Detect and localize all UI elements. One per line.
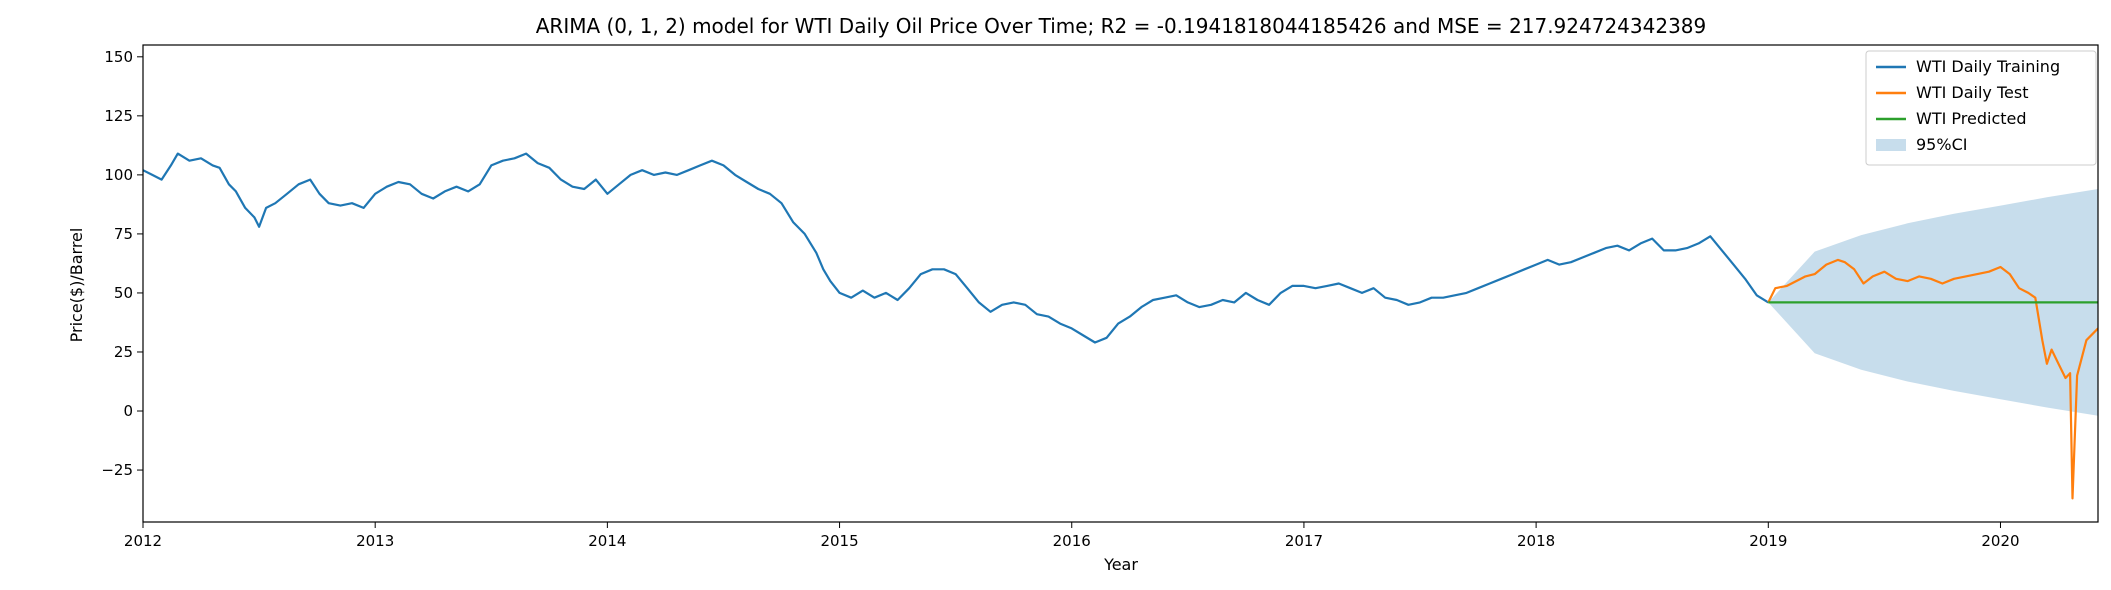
legend-entry-ci: 95%CI <box>1916 135 1967 154</box>
y-tick-label: 50 <box>114 284 133 302</box>
legend-entry-training: WTI Daily Training <box>1916 57 2060 76</box>
test-series-line <box>1767 258 2098 500</box>
y-tick-label: 75 <box>114 225 133 243</box>
plot-frame <box>142 44 2099 523</box>
plot-area <box>143 152 2098 500</box>
y-tick-label: 100 <box>104 166 133 184</box>
legend: WTI Daily Training WTI Daily Test WTI Pr… <box>1865 50 2097 166</box>
x-tick-label: 2019 <box>1749 532 1787 550</box>
x-tick-label: 2018 <box>1517 532 1555 550</box>
y-axis-label: Price($)/Barrel <box>67 228 86 343</box>
x-tick-label: 2016 <box>1053 532 1091 550</box>
x-tick-label: 2015 <box>820 532 858 550</box>
x-tick-label: 2012 <box>124 532 162 550</box>
axes: 2012 2013 2014 2015 2016 2017 2018 2019 2020 150 1… <box>101 44 2099 550</box>
legend-box <box>1865 50 2097 166</box>
legend-entry-test: WTI Daily Test <box>1916 83 2028 102</box>
training-series-line <box>143 152 1769 344</box>
x-tick-label: 2017 <box>1285 532 1323 550</box>
x-tick-label: 2020 <box>1981 532 2019 550</box>
y-tick-label: 25 <box>114 343 133 361</box>
legend-swatch-ci <box>1876 139 1906 151</box>
chart-title: ARIMA (0, 1, 2) model for WTI Daily Oil … <box>536 14 1707 38</box>
legend-entry-predicted: WTI Predicted <box>1916 109 2027 128</box>
x-tick-label: 2014 <box>588 532 626 550</box>
y-tick-label: 0 <box>123 402 133 420</box>
y-tick-label: 125 <box>104 107 133 125</box>
y-tick-label: −25 <box>101 461 133 479</box>
x-tick-label: 2013 <box>356 532 394 550</box>
y-tick-label: 150 <box>104 48 133 66</box>
x-axis-label: Year <box>1103 555 1138 574</box>
